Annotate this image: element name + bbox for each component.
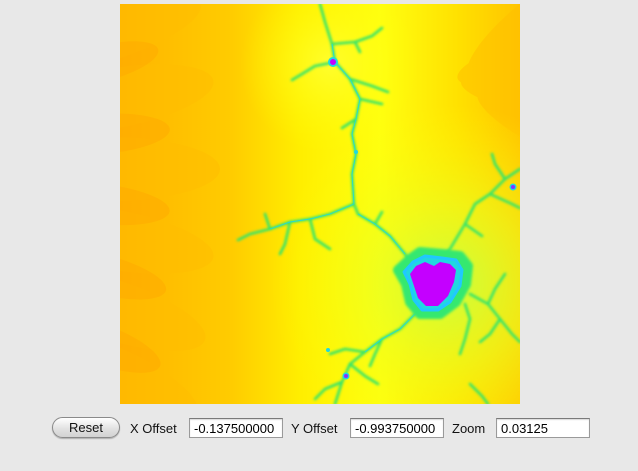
control-bar: Reset X Offset Y Offset Zoom bbox=[0, 415, 638, 443]
reset-button[interactable]: Reset bbox=[52, 417, 120, 438]
mini-islands bbox=[326, 57, 517, 380]
zoom-field[interactable] bbox=[496, 418, 590, 438]
y-offset-field[interactable] bbox=[350, 418, 444, 438]
x-offset-field[interactable] bbox=[189, 418, 283, 438]
x-offset-label: X Offset bbox=[130, 421, 177, 436]
y-offset-label: Y Offset bbox=[291, 421, 338, 436]
fractal-canvas[interactable] bbox=[120, 4, 520, 404]
zoom-label: Zoom bbox=[452, 421, 486, 436]
mandelbrot-render bbox=[120, 4, 520, 404]
mini-mandelbrot bbox=[393, 247, 473, 319]
